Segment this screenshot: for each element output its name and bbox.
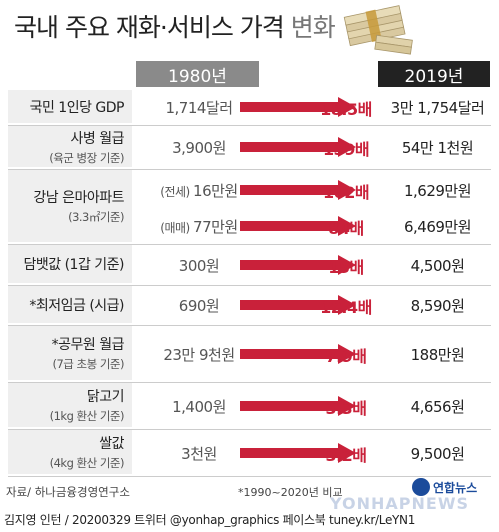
- arrow-right-icon: [240, 442, 356, 463]
- category-name: 강남 은마아파트: [33, 190, 124, 206]
- value-2019: 9,500원: [410, 444, 465, 463]
- value-1980-text: 77만원: [193, 217, 238, 236]
- value-1980: 1,714달러: [132, 97, 266, 118]
- multiplier: 84배: [328, 218, 364, 238]
- multiplier: 102배: [322, 182, 370, 202]
- multiplier: 7.9배: [325, 346, 367, 366]
- price-line: (전세) 16만원 102배 1,629만원: [132, 170, 491, 210]
- arrow-right-icon: [240, 137, 356, 157]
- price-line: 3천원 3.2배 9,500원: [132, 433, 491, 473]
- value-tag: (매매): [160, 220, 194, 235]
- value-2019: 4,500원: [410, 256, 465, 275]
- value-1980: (매매) 77만원: [132, 216, 266, 237]
- value-1980: 690원: [132, 295, 266, 316]
- category-subtitle: (4kg 환산 기준): [49, 456, 125, 470]
- value-1980-text: 16만원: [193, 181, 238, 200]
- multiplier: 15배: [328, 257, 364, 277]
- value-tag: (전세): [160, 184, 194, 199]
- category-label: 쌀값 (4kg 환산 기준): [8, 430, 132, 474]
- year-2019-header: 2019년: [378, 61, 490, 87]
- yonhap-logo-icon: [412, 478, 430, 496]
- logo-text: 연합뉴스: [433, 480, 478, 495]
- arrow-right-icon: [240, 343, 356, 364]
- value-2019: 3만 1,754달러: [390, 99, 485, 117]
- table-row: *최저임금 (시급) 690원 12.4배 8,590원: [8, 285, 491, 326]
- category-subtitle: (7급 초봉 기준): [52, 357, 124, 371]
- value-2019: 188만원: [410, 345, 465, 364]
- category-label: 국민 1인당 GDP: [8, 90, 132, 123]
- category-name: 쌀값: [99, 436, 124, 452]
- category-name: 닭고기: [86, 389, 125, 405]
- arrow-right-icon: [240, 97, 356, 117]
- arrow-right-icon: [240, 395, 356, 416]
- category-name: 국민 1인당 GDP: [29, 99, 125, 116]
- price-line: 3,900원 139배 54만 1천원: [132, 127, 491, 167]
- arrow-right-icon: [240, 179, 356, 200]
- source-note: 자료/ 하나금융경영연구소: [6, 485, 130, 499]
- value-2019: 54만 1천원: [401, 139, 474, 157]
- price-line: 300원 15배 4,500원: [132, 245, 491, 285]
- yonhap-logo: 연합뉴스: [412, 475, 496, 499]
- value-1980: 300원: [132, 255, 266, 276]
- value-2019: 1,629만원: [403, 181, 472, 200]
- value-2019: 6,469만원: [403, 217, 472, 236]
- value-1980: (전세) 16만원: [132, 180, 266, 201]
- table-row: 사병 월급 (육군 병장 기준) 3,900원 139배 54만 1천원: [8, 125, 491, 170]
- table-row: *공무원 월급 (7급 초봉 기준) 23만 9천원 7.9배 188만원: [8, 325, 491, 383]
- category-subtitle: (3.3㎡기준): [68, 210, 124, 224]
- category-label: 담뱃값 (1갑 기준): [8, 245, 132, 283]
- table-row: 쌀값 (4kg 환산 기준) 3천원 3.2배 9,500원: [8, 429, 491, 477]
- value-1980-text: 1,400원: [172, 397, 226, 416]
- year-1980-header: 1980년: [136, 61, 259, 87]
- category-name: *공무원 월급: [51, 337, 125, 353]
- arrow-right-icon: [240, 295, 356, 315]
- category-name: 담뱃값 (1갑 기준): [23, 257, 124, 273]
- category-name: *최저임금 (시급): [29, 297, 124, 314]
- arrow-right-icon: [240, 215, 356, 236]
- credit-line: 김지영 인턴 / 20200329 트위터 @yonhap_graphics 페…: [4, 513, 416, 527]
- value-1980: 23만 9천원: [132, 344, 266, 365]
- table-row: 닭고기 (1kg 환산 기준) 1,400원 3.3배 4,656원: [8, 382, 491, 430]
- multiplier: 139배: [322, 140, 370, 159]
- value-1980: 1,400원: [132, 396, 266, 417]
- table-row: 담뱃값 (1갑 기준) 300원 15배 4,500원: [8, 244, 491, 286]
- value-1980-text: 1,714달러: [165, 99, 233, 117]
- category-label: 강남 은마아파트 (3.3㎡기준): [8, 170, 132, 242]
- value-1980-text: 3,900원: [172, 139, 226, 157]
- price-line: 1,714달러 18.5배 3만 1,754달러: [132, 87, 491, 127]
- value-2019: 4,656원: [410, 397, 465, 416]
- category-label: *최저임금 (시급): [8, 286, 132, 323]
- category-label: *공무원 월급 (7급 초봉 기준): [8, 326, 132, 380]
- category-label: 닭고기 (1kg 환산 기준): [8, 383, 132, 427]
- price-line: 690원 12.4배 8,590원: [132, 285, 491, 325]
- category-name: 사병 월급: [70, 130, 125, 147]
- multiplier: 18.5배: [320, 100, 372, 119]
- table-row: 국민 1인당 GDP 1,714달러 18.5배 3만 1,754달러: [8, 89, 491, 126]
- money-stack-icon: [343, 5, 413, 55]
- arrow-right-icon: [240, 254, 356, 275]
- value-1980-text: 23만 9천원: [163, 345, 235, 364]
- title-main: 국내 주요 재화·서비스 가격: [14, 13, 285, 42]
- value-1980-text: 300원: [178, 256, 220, 275]
- price-line: (매매) 77만원 84배 6,469만원: [132, 206, 491, 246]
- multiplier: 12.4배: [320, 298, 372, 317]
- category-label: 사병 월급 (육군 병장 기준): [8, 126, 132, 167]
- value-1980-text: 690원: [178, 297, 220, 315]
- price-line: 23만 9천원 7.9배 188만원: [132, 334, 491, 374]
- multiplier: 3.2배: [325, 445, 367, 465]
- category-subtitle: (육군 병장 기준): [49, 150, 124, 165]
- value-1980-text: 3천원: [181, 444, 217, 463]
- value-2019: 8,590원: [410, 297, 465, 315]
- watermark: YONHAPNEWS: [330, 494, 469, 513]
- table-row: 강남 은마아파트 (3.3㎡기준) (전세) 16만원 102배 1,629만원 (매매)…: [8, 169, 491, 245]
- multiplier: 3.3배: [325, 398, 367, 418]
- value-1980: 3,900원: [132, 137, 266, 158]
- comparison-note: *1990~2020년 비교: [238, 486, 343, 499]
- price-line: 1,400원 3.3배 4,656원: [132, 386, 491, 426]
- category-subtitle: (1kg 환산 기준): [49, 409, 125, 423]
- title-sub: 변화: [283, 13, 336, 42]
- value-1980: 3천원: [132, 443, 266, 464]
- page-title: 국내 주요 재화·서비스 가격 변화: [14, 8, 336, 44]
